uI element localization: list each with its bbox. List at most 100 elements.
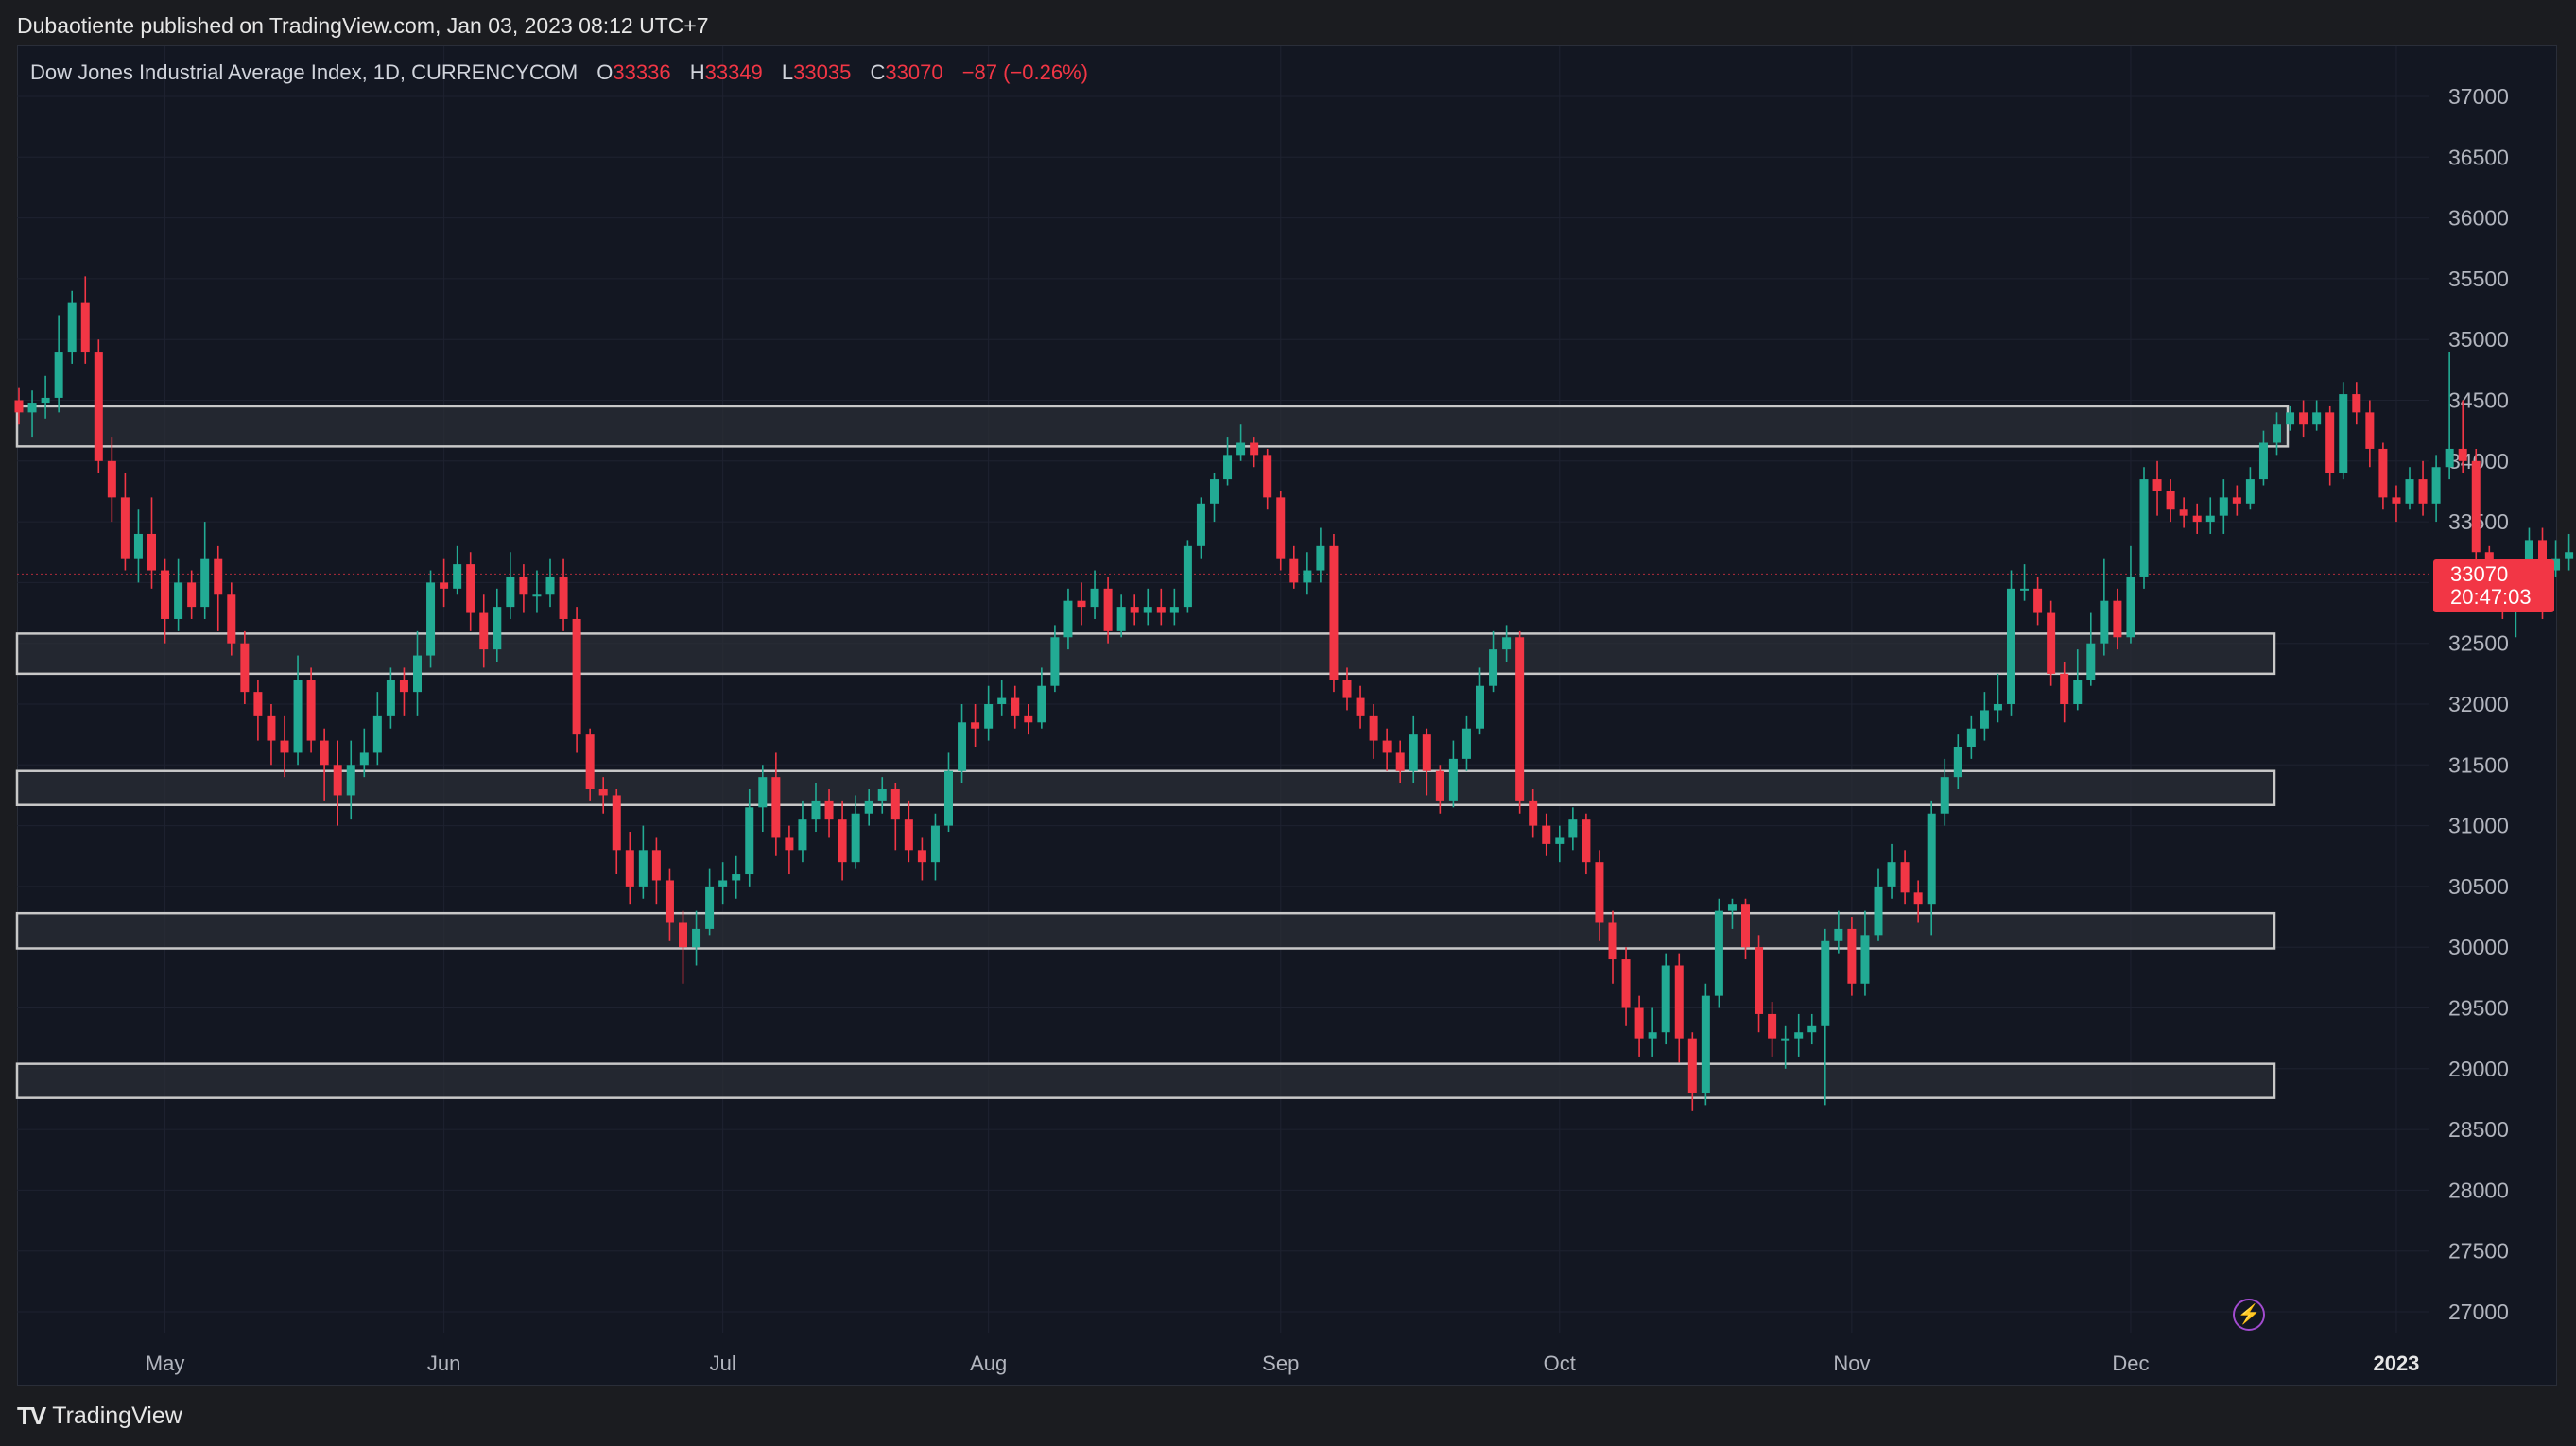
candle-body xyxy=(1834,928,1843,941)
candle-body xyxy=(1648,1032,1657,1039)
candle-body xyxy=(386,680,395,716)
candle-body xyxy=(2565,552,2574,559)
candle-body xyxy=(1063,600,1073,638)
candle-body xyxy=(1461,728,1471,759)
candle-body xyxy=(1303,570,1312,583)
candle-body xyxy=(2033,588,2043,613)
candle-body xyxy=(1476,685,1484,729)
candle-body xyxy=(1250,442,1259,456)
x-tick-label: Oct xyxy=(1544,1351,1576,1375)
candle-body xyxy=(1382,740,1392,753)
candle-body xyxy=(1595,862,1604,923)
candle-body xyxy=(1236,442,1246,456)
candle-body xyxy=(1329,545,1339,680)
candle-body xyxy=(133,533,143,559)
support-resistance-zone xyxy=(15,769,2276,806)
candle-body xyxy=(2273,424,2281,443)
candle-body xyxy=(1422,734,1431,771)
candle-body xyxy=(2538,540,2547,571)
candle-body xyxy=(174,582,183,619)
candle-body xyxy=(67,302,77,353)
candle-body xyxy=(227,594,236,644)
candle-body xyxy=(1116,607,1126,631)
candle-body xyxy=(1687,1038,1697,1093)
candle-body xyxy=(1542,825,1551,844)
candle-body xyxy=(147,533,156,571)
candle-body xyxy=(94,352,103,461)
candle-body xyxy=(1196,503,1205,546)
candle-body xyxy=(80,302,90,353)
candle-body xyxy=(1342,680,1352,698)
candle-body xyxy=(1210,479,1219,504)
candle-body xyxy=(293,680,303,753)
candle-body xyxy=(333,765,342,796)
candle-body xyxy=(426,582,436,656)
candle-body xyxy=(14,400,24,413)
candle-body xyxy=(1529,800,1538,826)
candle-body xyxy=(253,692,263,716)
candle-body xyxy=(2551,558,2561,571)
candle-body xyxy=(2232,497,2241,504)
y-tick-label: 36500 xyxy=(2448,145,2509,169)
candle-body xyxy=(585,734,595,790)
candle-body xyxy=(1741,904,1750,948)
candle-body xyxy=(2365,412,2375,449)
candle-body xyxy=(1263,455,1272,498)
x-tick-label: Nov xyxy=(1833,1351,1870,1375)
candle-body xyxy=(161,570,170,619)
candle-body xyxy=(811,800,821,820)
candle-body xyxy=(2179,509,2188,516)
candle-body xyxy=(413,655,422,693)
candle-body xyxy=(705,886,715,929)
candle-body xyxy=(559,576,568,619)
y-tick-label: 36000 xyxy=(2448,206,2509,231)
lightning-bolt-icon[interactable]: ⚡ xyxy=(2233,1299,2265,1331)
candle-body xyxy=(1037,685,1046,723)
candle-body xyxy=(1634,1007,1644,1039)
chart-pane[interactable] xyxy=(17,45,2557,1386)
bar-countdown: 20:47:03 xyxy=(2450,585,2532,609)
candle-body xyxy=(187,582,197,608)
candle-body xyxy=(200,558,210,608)
candle-body xyxy=(1980,710,1989,729)
candle-body xyxy=(1568,819,1578,838)
candle-body xyxy=(2312,412,2322,425)
low-value: 33035 xyxy=(793,60,852,84)
support-resistance-zone xyxy=(15,405,2290,448)
high-label: H xyxy=(689,60,705,84)
candle-body xyxy=(958,722,967,771)
y-tick-label: 32500 xyxy=(2448,631,2509,656)
candle-body xyxy=(2299,412,2308,425)
candle-body xyxy=(2073,680,2083,704)
candle-body xyxy=(479,612,489,650)
candle-body xyxy=(718,880,728,887)
support-resistance-zone xyxy=(15,632,2276,676)
candle-body xyxy=(1011,697,1020,716)
x-tick-label: 2023 xyxy=(2373,1351,2419,1375)
x-tick-label: Dec xyxy=(2112,1351,2149,1375)
candle-body xyxy=(2405,479,2414,504)
y-tick-label: 29000 xyxy=(2448,1057,2509,1081)
candle-body xyxy=(306,680,316,741)
candle-body xyxy=(785,837,794,851)
tradingview-brand[interactable]: TV TradingView xyxy=(17,1402,182,1431)
candle-body xyxy=(532,594,542,597)
candle-body xyxy=(917,850,926,863)
candle-body xyxy=(2060,673,2069,704)
y-tick-label: 31500 xyxy=(2448,752,2509,777)
candle-body xyxy=(824,800,834,820)
candle-body xyxy=(2113,600,2122,638)
candle-body xyxy=(1103,588,1113,631)
symbol-legend: Dow Jones Industrial Average Index, 1D, … xyxy=(30,60,1088,85)
candlestick-chart[interactable]: 27000 27500 28000 28500 29000 29500 30000 30500… xyxy=(0,0,2576,1386)
candle-body xyxy=(679,922,687,948)
candle-body xyxy=(1860,935,1870,984)
candle-body xyxy=(651,850,661,881)
candle-body xyxy=(1316,545,1325,571)
y-tick-label: 31000 xyxy=(2448,814,2509,838)
candle-body xyxy=(1409,734,1418,771)
candle-body xyxy=(2378,448,2388,498)
candle-body xyxy=(280,740,289,753)
candle-body xyxy=(1874,886,1883,936)
candle-body xyxy=(41,397,50,404)
